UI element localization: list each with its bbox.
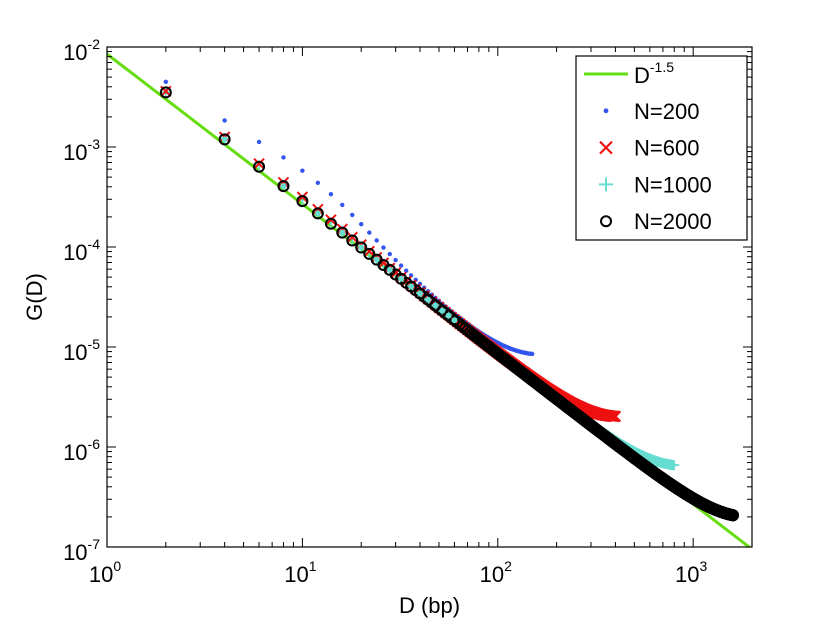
- data-point-n-600: [277, 176, 290, 189]
- legend: D-1.5 N=200 N=600 N=1000 N=2000: [575, 55, 748, 241]
- overlap-point: [221, 136, 228, 143]
- y-tick-label: 10-3: [63, 136, 100, 165]
- y-tick-label: 10-7: [63, 536, 100, 565]
- overlap-point: [417, 290, 424, 297]
- overlap-point: [386, 266, 393, 273]
- legend-label-n-1000: N=1000: [634, 172, 712, 197]
- data-point-n-2000: [346, 234, 359, 247]
- data-point-n-200: [398, 263, 404, 268]
- data-point-n-200: [404, 268, 409, 273]
- data-point-n-200: [315, 180, 321, 185]
- axes-frame: [106, 46, 753, 548]
- data-point-n-2000: [336, 226, 349, 239]
- ticks: [106, 46, 753, 548]
- y-tick-label: 10-6: [63, 436, 100, 465]
- data-point-n-200: [393, 257, 398, 263]
- data-point-n-200: [367, 230, 372, 235]
- data-point-n-600: [336, 223, 348, 235]
- data-point-n-2000: [727, 509, 740, 522]
- data-point-n-2000: [324, 217, 337, 230]
- data-point-n-200: [387, 251, 392, 257]
- data-point-n-2000: [277, 180, 290, 193]
- plot-area: [107, 52, 752, 547]
- overlap-point: [439, 307, 446, 314]
- overlap-point: [398, 275, 405, 282]
- overlap-point: [432, 302, 439, 309]
- data-point-n-2000: [311, 207, 324, 220]
- overlap-point: [339, 229, 346, 236]
- data-point-n-200: [163, 79, 169, 84]
- y-tick-label: 10-5: [63, 336, 100, 365]
- data-point-n-200: [374, 238, 379, 243]
- data-point-n-600: [325, 214, 337, 226]
- data-point-n-200: [222, 118, 227, 123]
- data-point-n-2000: [355, 241, 368, 254]
- data-point-n-2000: [253, 160, 266, 173]
- data-point-n-200: [529, 351, 535, 357]
- series-n-200: [163, 79, 535, 357]
- data-point-n-2000: [159, 86, 172, 99]
- x-tick-label: 100: [89, 558, 121, 587]
- legend-label-n-200: N=200: [634, 99, 699, 124]
- overlap-point: [408, 283, 415, 290]
- legend-label-reference: D-1.5: [634, 59, 674, 88]
- y-tick-label: 10-2: [63, 36, 100, 65]
- data-point-n-200: [340, 202, 345, 208]
- y-tick-labels: 10-2 10-3 10-4 10-5 10-6 10-7: [63, 36, 100, 565]
- legend-marker-n-1000: [599, 177, 613, 192]
- overlap-point: [358, 244, 365, 251]
- data-point-n-200: [281, 155, 286, 160]
- y-axis-label: G(D): [22, 273, 47, 321]
- overlap-point: [445, 312, 452, 319]
- x-tick-label: 103: [675, 558, 707, 587]
- overlap-point: [280, 183, 287, 190]
- legend-label-n-2000: N=2000: [634, 209, 712, 234]
- overlap-point: [373, 256, 380, 263]
- legend-label-n-600: N=600: [634, 136, 699, 161]
- y-tick-label: 10-4: [63, 236, 100, 265]
- x-tick-label: 102: [480, 558, 512, 587]
- data-point-n-2000: [363, 247, 376, 260]
- data-point-n-2000: [218, 133, 231, 146]
- overlap-point: [451, 317, 458, 324]
- legend-marker-n-600: [599, 140, 613, 155]
- legend-marker-n-200: [603, 108, 609, 114]
- data-point-n-1000: [669, 460, 680, 471]
- overlap-point: [425, 296, 432, 303]
- data-point-n-600: [609, 410, 622, 423]
- data-point-n-200: [359, 221, 364, 227]
- data-point-n-200: [300, 168, 305, 173]
- data-point-n-200: [381, 245, 386, 250]
- series-n-2000: [159, 86, 740, 522]
- x-axis-label: D (bp): [399, 593, 460, 618]
- data-point-n-200: [328, 191, 334, 197]
- series-overlap-fill: [221, 136, 458, 324]
- legend-marker-n-2000: [600, 215, 612, 228]
- data-point-n-600: [253, 157, 265, 170]
- data-point-n-600: [346, 231, 358, 243]
- x-tick-labels: 100 101 102 103: [89, 558, 708, 587]
- data-point-n-200: [350, 212, 355, 218]
- data-point-n-2000: [296, 195, 309, 208]
- x-tick-label: 101: [284, 558, 316, 587]
- overlap-point: [314, 210, 321, 217]
- data-point-n-200: [256, 139, 262, 145]
